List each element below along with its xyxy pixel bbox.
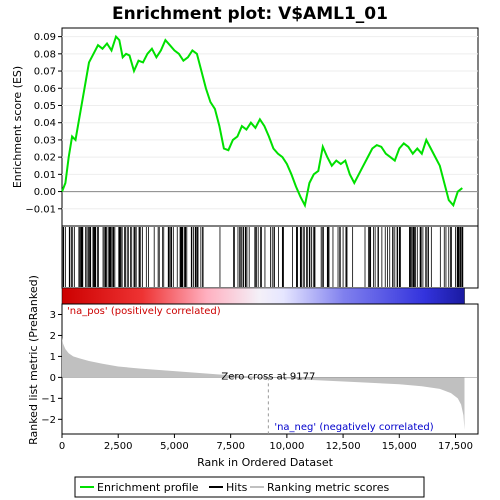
es-panel: −0.01 0.00 0.01 0.02 0.03 0.04 0.05 0.06 0.07 0.0… <box>11 27 479 227</box>
x-tick-label: 10,000 <box>269 441 304 452</box>
enrichment-profile-line <box>61 34 463 209</box>
legend-box <box>74 476 425 498</box>
es-y-tick-label: 0.00 <box>34 187 56 198</box>
es-y-tick-label: 0.02 <box>34 153 56 164</box>
es-y-axis-label: Enrichment score (ES) <box>11 66 24 188</box>
es-plot-frame <box>61 27 479 227</box>
es-y-tick-label: −0.01 <box>25 204 56 215</box>
es-y-tick-label: 0.08 <box>34 49 56 60</box>
metric-y-tick-label: 3 <box>50 310 56 321</box>
metric-y-tick-label: 1 <box>50 352 56 363</box>
chart-title: Enrichment plot: V$AML1_01 <box>112 4 388 24</box>
x-tick-label: 17,500 <box>438 441 473 452</box>
es-y-tick-label: 0.07 <box>34 67 56 78</box>
rank-color-bar <box>61 287 465 305</box>
metric-y-tick-label: −1 <box>41 394 56 405</box>
es-y-tick-label: 0.06 <box>34 84 56 95</box>
metric-y-axis-label: Ranked list metric (PreRanked) <box>27 275 40 445</box>
x-tick-label: 2,500 <box>104 441 133 452</box>
x-axis-label: Rank in Ordered Dataset <box>197 456 334 469</box>
legend-label-enrichment: Enrichment profile <box>97 481 199 494</box>
hits-panel <box>61 225 479 289</box>
es-y-tick-label: 0.09 <box>34 32 56 43</box>
x-tick-label: 7,500 <box>216 441 245 452</box>
x-tick-label: 12,500 <box>326 441 361 452</box>
metric-y-axis: −2 −1 0 1 2 3 <box>41 310 62 426</box>
metric-x-axis: 0 2,500 5,000 7,500 10,000 12,500 15,000 17,500 <box>59 434 473 452</box>
metric-panel: −2 −1 0 1 2 3 0 2,500 5,000 7,500 10,000 12,500 15,… <box>27 275 479 469</box>
es-y-axis: −0.01 0.00 0.01 0.02 0.03 0.04 0.05 0.06 0.07 0.0… <box>25 32 62 215</box>
legend: Enrichment profile Hits Ranking metric s… <box>74 476 425 498</box>
es-y-tick-label: 0.01 <box>34 170 56 181</box>
metric-y-tick-label: 2 <box>50 331 56 342</box>
zero-cross-label: Zero cross at 9177 <box>221 371 315 382</box>
rank-gradient-bar <box>61 287 465 305</box>
es-y-tick-label: 0.04 <box>34 118 56 129</box>
metric-y-tick-label: 0 <box>50 373 56 384</box>
positive-correlation-label: 'na_pos' (positively correlated) <box>67 306 221 317</box>
es-y-tick-label: 0.03 <box>34 135 56 146</box>
x-tick-label: 0 <box>59 441 65 452</box>
x-tick-label: 5,000 <box>160 441 189 452</box>
legend-label-ranking: Ranking metric scores <box>267 481 389 494</box>
legend-label-hits: Hits <box>226 481 248 494</box>
negative-correlation-label: 'na_neg' (negatively correlated) <box>274 422 433 433</box>
x-tick-label: 15,000 <box>382 441 417 452</box>
metric-y-tick-label: −2 <box>41 415 56 426</box>
es-y-tick-label: 0.05 <box>34 101 56 112</box>
hit-marks <box>61 227 464 287</box>
